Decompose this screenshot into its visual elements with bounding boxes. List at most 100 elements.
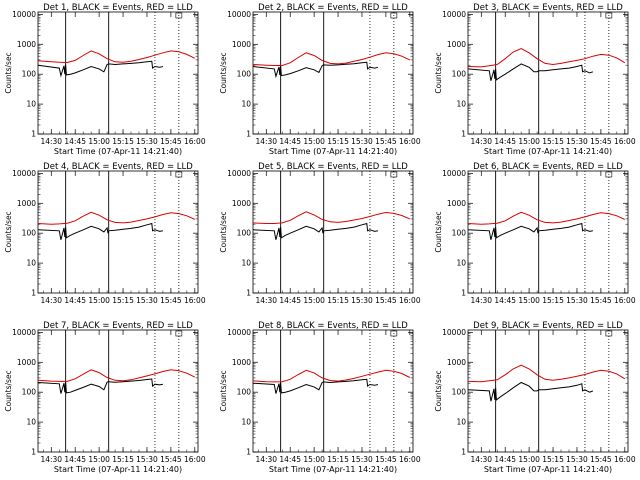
x-tick-label: 14:30 <box>470 137 492 146</box>
y-tick-label: 100 <box>452 229 467 238</box>
panel-title: Det 6, BLACK = Events, RED = LLD <box>473 162 623 172</box>
y-tick-label: 1 <box>461 448 466 457</box>
y-tick-label: 1 <box>31 130 36 139</box>
x-tick-label: 14:30 <box>40 137 62 146</box>
x-tick-label: 15:30 <box>351 137 373 146</box>
x-axis-label: Start Time (07-Apr-11 14:21:40) <box>269 465 397 474</box>
x-tick-label: 14:30 <box>255 455 277 464</box>
panel-title: Det 2, BLACK = Events, RED = LLD <box>258 3 408 13</box>
x-tick-label: 15:15 <box>112 296 134 305</box>
x-tick-label: 14:45 <box>279 296 301 305</box>
y-tick-label: 1 <box>31 289 36 298</box>
x-axis-label: Start Time (07-Apr-11 14:21:40) <box>269 147 397 156</box>
y-axis-label: Counts/sec <box>4 211 13 252</box>
x-tick-label: 15:00 <box>518 296 540 305</box>
x-tick-label: 14:45 <box>64 296 86 305</box>
x-tick-label: 16:00 <box>399 296 421 305</box>
y-tick-label: 10000 <box>227 10 251 19</box>
y-tick-label: 100 <box>22 388 37 397</box>
detector-panel-9: Det 9, BLACK = Events, RED = LLD 1 10 100 10… <box>434 321 636 474</box>
x-tick-label: 14:30 <box>255 137 277 146</box>
y-axis-label: Counts/sec <box>219 370 228 411</box>
y-tick-label: 1000 <box>232 358 251 367</box>
y-tick-label: 1000 <box>17 40 36 49</box>
y-tick-label: 1 <box>246 130 251 139</box>
attenuator-flag-box <box>605 171 613 178</box>
series-line-lld <box>252 369 411 383</box>
y-tick-label: 1 <box>461 130 466 139</box>
y-tick-label: 1 <box>246 289 251 298</box>
y-tick-label: 1000 <box>447 40 466 49</box>
y-axis-label: Counts/sec <box>219 211 228 252</box>
x-tick-label: 14:45 <box>64 137 86 146</box>
x-tick-label: 14:30 <box>40 296 62 305</box>
detector-panel-4: Det 4, BLACK = Events, RED = LLD 1 10 100 10… <box>4 162 206 305</box>
x-axis-label: Start Time (07-Apr-11 14:21:40) <box>54 465 182 474</box>
plot-frame <box>467 170 629 294</box>
y-tick-label: 10000 <box>12 10 36 19</box>
x-tick-label: 15:15 <box>327 296 349 305</box>
series-line-lld <box>467 211 626 225</box>
y-tick-label: 10 <box>456 259 466 268</box>
x-tick-label: 15:00 <box>88 296 110 305</box>
y-tick-label: 100 <box>452 70 467 79</box>
x-tick-label: 16:00 <box>184 137 206 146</box>
panel-title: Det 1, BLACK = Events, RED = LLD <box>43 3 193 13</box>
x-tick-label: 14:45 <box>494 296 516 305</box>
y-tick-label: 10 <box>26 418 36 427</box>
y-tick-label: 10 <box>241 418 251 427</box>
y-tick-label: 10 <box>26 259 36 268</box>
x-tick-label: 15:15 <box>542 455 564 464</box>
x-tick-label: 15:15 <box>327 455 349 464</box>
y-tick-label: 10 <box>456 418 466 427</box>
panel-title: Det 9, BLACK = Events, RED = LLD <box>473 321 623 331</box>
series-line-lld <box>467 47 626 68</box>
panel-title: Det 5, BLACK = Events, RED = LLD <box>258 162 408 172</box>
series-line-lld <box>252 52 411 66</box>
y-axis-label: Counts/sec <box>4 370 13 411</box>
detector-panel-2: Det 2, BLACK = Events, RED = LLD 1 10 100 10… <box>219 3 421 156</box>
y-tick-label: 10000 <box>227 328 251 337</box>
plot-frame <box>37 11 199 135</box>
x-tick-label: 15:30 <box>566 296 588 305</box>
x-tick-label: 15:15 <box>112 455 134 464</box>
series-line-events <box>252 378 379 394</box>
x-tick-label: 15:30 <box>136 137 158 146</box>
detector-panel-7: Det 7, BLACK = Events, RED = LLD 1 10 100 10… <box>4 321 206 474</box>
series-line-events <box>37 378 164 394</box>
series-line-lld <box>467 364 626 383</box>
y-axis-label: Counts/sec <box>219 52 228 93</box>
y-tick-label: 10 <box>241 100 251 109</box>
x-tick-label: 16:00 <box>399 455 421 464</box>
series-line-events <box>252 61 379 79</box>
x-tick-label: 15:00 <box>88 455 110 464</box>
x-tick-label: 15:30 <box>351 455 373 464</box>
x-axis-label: Start Time (07-Apr-11 14:21:40) <box>484 465 612 474</box>
plot-frame <box>252 329 414 453</box>
y-tick-label: 1000 <box>232 199 251 208</box>
x-tick-label: 15:00 <box>518 137 540 146</box>
plot-frame <box>467 329 629 453</box>
series-line-events <box>467 63 594 81</box>
y-tick-label: 100 <box>22 70 37 79</box>
plot-frame <box>252 170 414 294</box>
series-line-events <box>37 60 164 78</box>
x-tick-label: 15:45 <box>160 455 182 464</box>
detector-panel-8: Det 8, BLACK = Events, RED = LLD 1 10 100 10… <box>219 321 421 474</box>
x-tick-label: 16:00 <box>614 455 636 464</box>
x-axis-label: Start Time (07-Apr-11 14:21:40) <box>484 147 612 156</box>
panel-title: Det 7, BLACK = Events, RED = LLD <box>43 321 193 331</box>
x-tick-label: 14:45 <box>494 137 516 146</box>
plot-frame <box>37 170 199 294</box>
x-tick-label: 15:15 <box>327 137 349 146</box>
y-tick-label: 1000 <box>232 40 251 49</box>
y-tick-label: 1000 <box>17 358 36 367</box>
x-tick-label: 14:30 <box>40 455 62 464</box>
panel-title: Det 4, BLACK = Events, RED = LLD <box>43 162 193 172</box>
detector-panel-6: Det 6, BLACK = Events, RED = LLD 1 10 100 10… <box>434 162 636 305</box>
x-tick-label: 15:00 <box>303 137 325 146</box>
y-tick-label: 10000 <box>442 10 466 19</box>
y-axis-label: Counts/sec <box>4 52 13 93</box>
plot-frame <box>467 11 629 135</box>
